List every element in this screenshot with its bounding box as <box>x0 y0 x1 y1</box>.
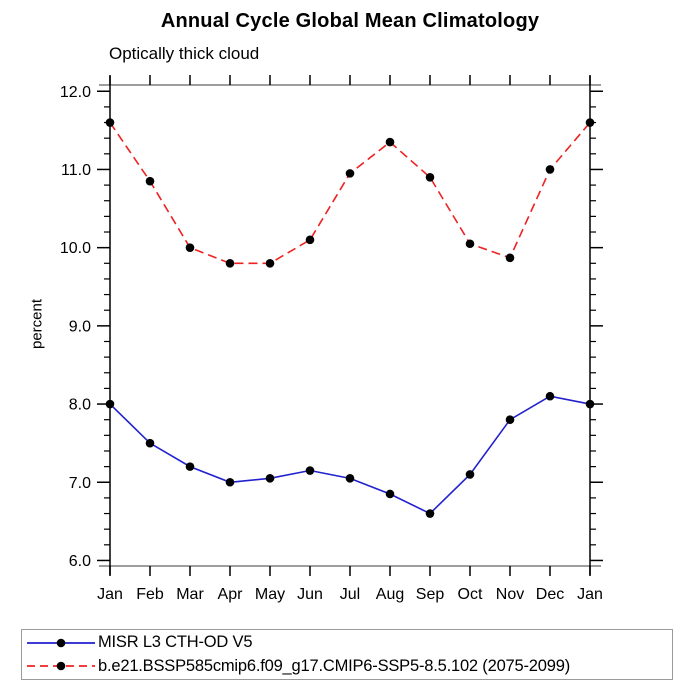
legend-sample-marker <box>56 662 66 671</box>
x-axis-tick-label: Oct <box>458 586 483 603</box>
data-point-marker <box>425 172 435 182</box>
legend-line-sample-solid <box>27 638 95 647</box>
legend-item-model: b.e21.BSSP585cmip6.f09_g17.CMIP6-SSP5-8.… <box>26 655 672 677</box>
y-axis-tick-label: 10.0 <box>60 240 91 257</box>
data-point-marker <box>545 165 555 174</box>
legend-label-misr: MISR L3 CTH-OD V5 <box>98 633 253 652</box>
data-point-marker <box>265 258 275 268</box>
y-axis-tick-label: 11.0 <box>61 162 91 179</box>
x-axis-tick-label: Aug <box>376 586 404 603</box>
legend-item-misr: MISR L3 CTH-OD V5 <box>26 632 672 654</box>
y-axis-tick-label: 12.0 <box>60 84 91 101</box>
data-point-marker <box>465 239 475 249</box>
data-point-marker <box>585 118 595 127</box>
x-axis-tick-label: Nov <box>496 586 524 603</box>
plot-area: 6.0 7.0 8.0 9.0 10.0 11.0 12.0 Jan Feb Mar Apr May J… <box>60 75 603 603</box>
x-axis-tick-label: Jun <box>297 586 323 603</box>
legend-box: MISR L3 CTH-OD V5 b.e21.BSSP585cmip6.f09… <box>21 629 673 680</box>
y-axis-tick-label: 6.0 <box>69 553 91 570</box>
data-point-marker <box>185 243 195 252</box>
data-point-marker <box>345 169 355 178</box>
y-axis-tick-label: 9.0 <box>69 318 91 335</box>
data-point-marker <box>425 509 435 518</box>
y-axis-tick-label: 8.0 <box>69 397 91 414</box>
x-axis-tick-label: Jan <box>97 586 123 603</box>
x-axis-tick-label: Mar <box>176 586 204 603</box>
x-axis-tick-label: Jul <box>340 586 360 603</box>
x-axis-tick-label: May <box>255 586 285 603</box>
data-point-marker <box>225 258 235 268</box>
series-line-0 <box>109 395 591 515</box>
data-point-marker <box>225 477 235 487</box>
data-point-marker <box>145 176 155 186</box>
y-axis-tick-label: 7.0 <box>69 475 91 492</box>
legend-label-model: b.e21.BSSP585cmip6.f09_g17.CMIP6-SSP5-8.… <box>98 656 570 675</box>
data-point-marker <box>505 415 515 424</box>
data-point-marker <box>545 391 555 401</box>
data-point-marker <box>105 399 115 409</box>
data-point-marker <box>345 474 355 483</box>
axes <box>97 75 603 576</box>
series-line-1 <box>109 122 591 265</box>
legend-sample-marker <box>56 638 66 647</box>
data-point-marker <box>265 474 275 483</box>
x-axis-tick-label: Dec <box>536 586 564 603</box>
data-point-marker <box>145 438 155 448</box>
legend-line-sample-dashed <box>27 662 95 671</box>
x-axis-tick-label: Apr <box>218 586 244 603</box>
data-point-marker <box>385 489 395 499</box>
data-point-marker <box>105 118 115 127</box>
data-point-marker <box>305 466 315 475</box>
x-axis-tick-label: Jan <box>577 586 603 603</box>
data-point-marker <box>385 137 395 147</box>
x-axis-tick-label: Sep <box>416 586 445 603</box>
page-title: Annual Cycle Global Mean Climatology <box>160 10 540 32</box>
data-point-marker <box>505 253 515 263</box>
x-axis-tick-label: Feb <box>136 586 164 603</box>
data-point-marker <box>465 470 475 479</box>
data-point-marker <box>585 399 595 409</box>
chart-subtitle: Optically thick cloud <box>109 44 260 63</box>
data-point-marker <box>185 462 195 471</box>
data-point-marker <box>305 235 315 245</box>
